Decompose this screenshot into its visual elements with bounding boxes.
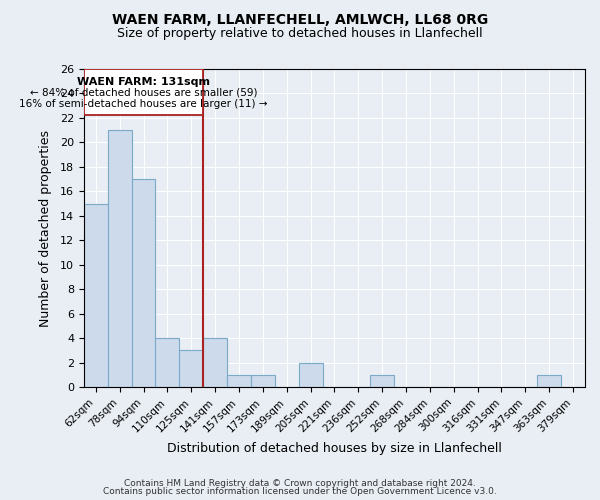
- Bar: [84, 69, 203, 116]
- Bar: [299, 362, 323, 387]
- Bar: [227, 375, 251, 387]
- X-axis label: Distribution of detached houses by size in Llanfechell: Distribution of detached houses by size …: [167, 442, 502, 455]
- Bar: [108, 130, 131, 387]
- Y-axis label: Number of detached properties: Number of detached properties: [38, 130, 52, 326]
- Text: WAEN FARM, LLANFECHELL, AMLWCH, LL68 0RG: WAEN FARM, LLANFECHELL, AMLWCH, LL68 0RG: [112, 12, 488, 26]
- Bar: [131, 179, 155, 387]
- Bar: [84, 204, 108, 387]
- Text: Contains HM Land Registry data © Crown copyright and database right 2024.: Contains HM Land Registry data © Crown c…: [124, 478, 476, 488]
- Bar: [155, 338, 179, 387]
- Text: ← 84% of detached houses are smaller (59): ← 84% of detached houses are smaller (59…: [30, 88, 257, 98]
- Bar: [203, 338, 227, 387]
- Bar: [370, 375, 394, 387]
- Bar: [537, 375, 561, 387]
- Text: 16% of semi-detached houses are larger (11) →: 16% of semi-detached houses are larger (…: [19, 99, 268, 109]
- Text: Size of property relative to detached houses in Llanfechell: Size of property relative to detached ho…: [117, 28, 483, 40]
- Text: WAEN FARM: 131sqm: WAEN FARM: 131sqm: [77, 77, 210, 87]
- Bar: [251, 375, 275, 387]
- Bar: [179, 350, 203, 387]
- Text: Contains public sector information licensed under the Open Government Licence v3: Contains public sector information licen…: [103, 487, 497, 496]
